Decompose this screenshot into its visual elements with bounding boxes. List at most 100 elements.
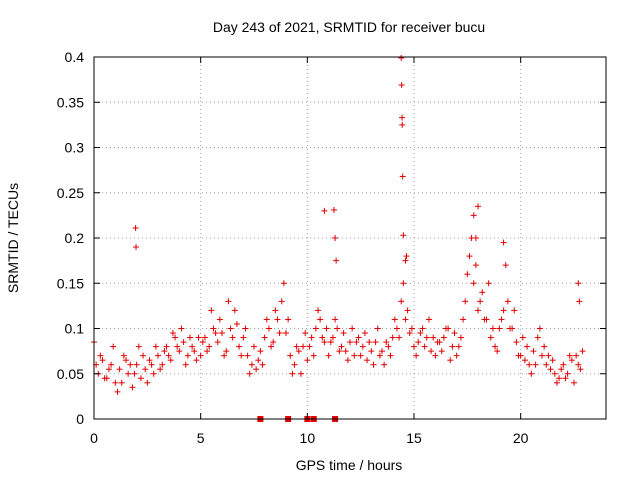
data-point xyxy=(105,366,112,373)
data-point xyxy=(280,280,287,287)
data-point xyxy=(368,348,375,355)
data-point xyxy=(148,361,155,368)
data-point xyxy=(199,339,206,346)
data-point xyxy=(321,339,328,346)
data-point xyxy=(472,235,479,241)
data-point xyxy=(204,348,211,355)
data-point xyxy=(489,325,496,332)
data-point xyxy=(389,334,396,341)
data-point xyxy=(334,325,341,332)
data-point xyxy=(272,307,279,314)
data-point xyxy=(391,316,398,323)
data-point xyxy=(208,307,215,314)
data-point xyxy=(238,352,245,359)
data-point xyxy=(351,352,358,359)
data-point xyxy=(270,339,277,346)
data-point xyxy=(558,366,565,373)
data-point xyxy=(223,348,230,355)
data-point xyxy=(466,253,473,260)
x-tick-label: 10 xyxy=(300,430,316,446)
data-point xyxy=(494,348,501,355)
data-point xyxy=(515,352,522,359)
data-point xyxy=(101,375,108,382)
data-point xyxy=(398,54,405,61)
data-point xyxy=(500,307,507,314)
data-point xyxy=(227,325,234,332)
data-point xyxy=(438,348,445,355)
data-point xyxy=(404,307,411,314)
data-point xyxy=(408,325,415,332)
data-point xyxy=(470,212,477,219)
data-point xyxy=(477,298,484,305)
data-point xyxy=(524,343,531,350)
data-point xyxy=(167,357,174,364)
data-point xyxy=(116,366,123,373)
data-point xyxy=(278,298,285,305)
data-point xyxy=(340,330,347,337)
data-point xyxy=(511,307,518,314)
data-point xyxy=(297,370,304,377)
data-point xyxy=(396,334,403,341)
data-point xyxy=(553,379,560,386)
data-point xyxy=(291,361,298,368)
data-point xyxy=(521,357,528,364)
data-point xyxy=(225,298,232,305)
data-point xyxy=(545,352,552,359)
data-point xyxy=(496,325,503,332)
data-point xyxy=(470,280,477,287)
y-tick-label: 0.3 xyxy=(65,140,85,156)
data-point xyxy=(244,352,251,359)
data-point xyxy=(447,357,454,364)
data-point xyxy=(528,370,535,377)
data-point xyxy=(265,325,272,332)
data-point xyxy=(129,384,136,391)
data-point xyxy=(323,325,330,332)
data-point xyxy=(400,232,407,239)
data-point xyxy=(319,334,326,341)
data-point xyxy=(259,361,266,368)
data-point xyxy=(231,307,238,314)
data-point xyxy=(479,289,486,296)
data-point xyxy=(366,339,373,346)
data-point xyxy=(370,361,377,368)
data-point xyxy=(400,280,407,287)
data-point xyxy=(146,357,153,364)
data-point xyxy=(383,339,390,346)
data-point xyxy=(411,343,417,350)
data-point xyxy=(184,352,191,359)
data-point xyxy=(261,334,268,341)
data-point xyxy=(300,343,307,350)
data-point xyxy=(451,330,458,337)
data-point xyxy=(551,370,558,377)
data-point xyxy=(564,370,571,377)
data-point xyxy=(398,298,405,305)
data-point xyxy=(492,343,499,350)
data-point xyxy=(513,339,520,346)
data-point xyxy=(566,352,573,359)
data-point xyxy=(502,262,509,269)
data-point xyxy=(402,316,409,323)
data-point xyxy=(308,334,315,341)
y-tick-label: 0.35 xyxy=(57,94,84,110)
data-point xyxy=(233,320,240,327)
data-point xyxy=(304,357,311,364)
data-point xyxy=(541,343,548,350)
data-point xyxy=(257,348,264,355)
data-point xyxy=(140,352,147,359)
data-point xyxy=(519,334,526,341)
data-point xyxy=(195,334,202,341)
x-tick-label: 5 xyxy=(197,430,205,446)
data-point xyxy=(295,348,302,355)
data-point xyxy=(165,352,172,359)
data-point xyxy=(449,343,456,350)
data-point xyxy=(293,343,300,350)
data-point xyxy=(180,339,187,346)
data-point xyxy=(417,330,424,337)
data-point xyxy=(276,330,283,337)
data-point xyxy=(255,357,262,364)
data-point xyxy=(402,257,409,264)
data-point xyxy=(364,357,371,364)
data-point xyxy=(556,375,563,382)
chart-title: Day 243 of 2021, SRMTID for receiver buc… xyxy=(213,19,485,35)
